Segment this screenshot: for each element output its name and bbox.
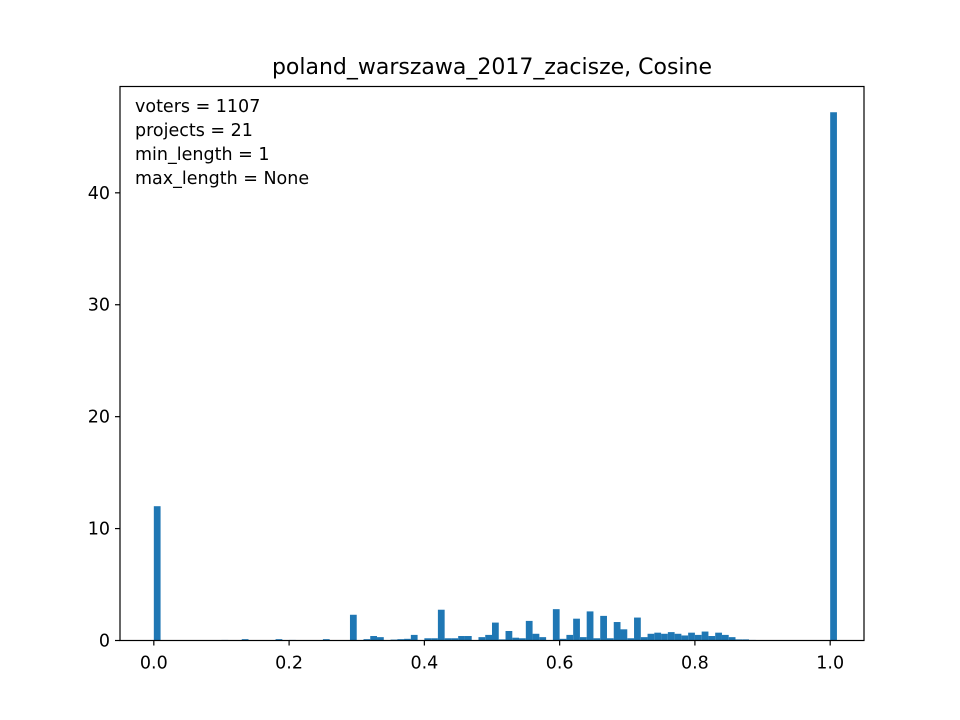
histogram-bar [349,614,357,641]
histogram-bar [634,617,641,641]
histogram-bar [566,634,574,641]
y-tick-label: 0 [99,632,110,652]
histogram-bar [519,638,526,641]
y-tick-label: 40 [88,184,110,204]
histogram-bar [708,636,716,641]
histogram-bar [458,636,465,641]
histogram-bar [431,638,438,641]
histogram-bar [620,629,628,641]
histogram-bar [153,506,161,641]
histogram-bar [424,638,432,641]
histogram-bar [667,632,675,641]
histogram-bar [363,639,371,641]
histogram-bar [275,639,283,641]
histogram-bar [410,634,418,641]
histogram-bar [647,633,655,641]
histogram-bar [525,620,533,641]
histogram-bar [397,639,405,641]
histogram-bar [613,622,621,641]
x-tick-label: 0.2 [275,654,303,674]
x-tick-label: 0.4 [410,654,438,674]
histogram-bar [377,637,384,641]
histogram-bar [721,634,729,641]
histogram-bar [478,637,486,641]
histogram-bar [559,638,567,641]
histogram-bar [627,638,635,641]
histogram-bar [451,638,459,641]
histogram-bar [715,632,722,641]
histogram-bar [539,637,547,641]
x-tick-label: 1.0 [816,654,844,674]
histogram-bar [593,638,601,641]
y-axis-ticks: 0 10 20 30 40 [88,184,120,652]
x-tick-label: 0.8 [681,654,709,674]
histogram-bar [444,638,452,641]
plot-frame [119,85,865,642]
histogram-bar [701,631,709,641]
histogram-bar [512,637,520,641]
histogram-bar [404,638,411,641]
histogram-bar [694,634,702,641]
histogram-bar [600,615,607,641]
histogram-bar [681,635,689,641]
histogram-bar [586,611,594,641]
chart-title: poland_warszawa_2017_zacisze, Cosine [272,55,712,80]
histogram-bar [830,112,837,641]
histogram-bar [579,637,587,641]
histogram-bar [241,639,249,641]
histogram-bar [505,630,513,641]
histogram-bar [573,618,580,641]
y-tick-label: 20 [88,408,110,428]
x-tick-label: 0.6 [546,654,574,674]
histogram-bar [552,609,560,641]
histogram-bar [728,637,736,641]
histogram-bar [674,633,682,641]
histogram-bar [606,638,614,641]
stats-annotation: voters = 1107 projects = 21 min_length =… [135,97,309,189]
histogram-bar [640,637,648,641]
histogram-bar [437,609,445,641]
histogram-bar [654,632,662,641]
annotation-min-length: min_length = 1 [135,145,269,165]
histogram-bar [661,633,668,641]
histogram-bar [370,636,378,641]
annotation-max-length: max_length = None [135,169,309,189]
histogram-bar [688,632,695,641]
histogram-bar [322,639,330,641]
histogram-bar [532,633,540,641]
annotation-voters: voters = 1107 [135,97,260,117]
y-tick-label: 10 [88,520,110,540]
histogram-bar [464,636,472,641]
x-tick-label: 0.0 [140,654,168,674]
y-tick-label: 30 [88,296,110,316]
histogram-bar [492,622,499,641]
annotation-projects: projects = 21 [135,121,253,141]
x-axis-ticks: 0.0 0.2 0.4 0.6 0.8 1.0 [140,640,844,674]
histogram-bar [485,634,492,641]
